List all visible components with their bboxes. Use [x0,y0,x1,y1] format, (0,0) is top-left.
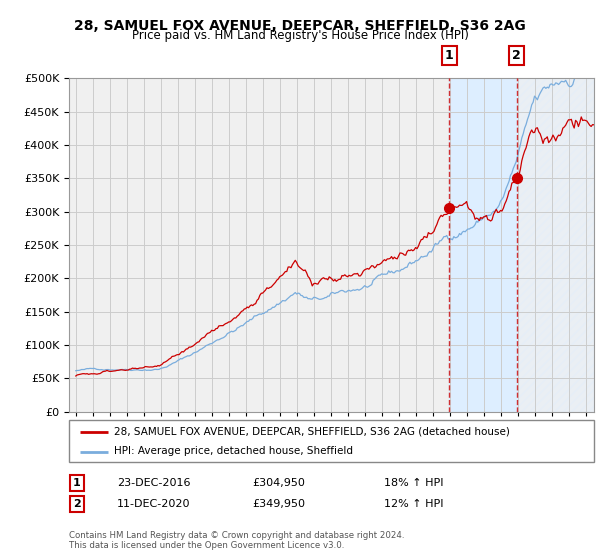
Text: 23-DEC-2016: 23-DEC-2016 [117,478,191,488]
Text: 12% ↑ HPI: 12% ↑ HPI [384,499,443,509]
Text: £349,950: £349,950 [252,499,305,509]
Text: 1: 1 [445,49,454,62]
Text: Contains HM Land Registry data © Crown copyright and database right 2024.
This d: Contains HM Land Registry data © Crown c… [69,530,404,550]
Bar [449,78,517,412]
Text: Price paid vs. HM Land Registry's House Price Index (HPI): Price paid vs. HM Land Registry's House … [131,29,469,42]
Text: £304,950: £304,950 [252,478,305,488]
Text: 2: 2 [512,49,521,62]
Text: 28, SAMUEL FOX AVENUE, DEEPCAR, SHEFFIELD, S36 2AG (detached house): 28, SAMUEL FOX AVENUE, DEEPCAR, SHEFFIEL… [113,427,509,437]
Text: 1: 1 [73,478,80,488]
Text: 18% ↑ HPI: 18% ↑ HPI [384,478,443,488]
Text: 11-DEC-2020: 11-DEC-2020 [117,499,191,509]
Text: 2: 2 [73,499,80,509]
Text: HPI: Average price, detached house, Sheffield: HPI: Average price, detached house, Shef… [113,446,353,456]
Text: 28, SAMUEL FOX AVENUE, DEEPCAR, SHEFFIELD, S36 2AG: 28, SAMUEL FOX AVENUE, DEEPCAR, SHEFFIEL… [74,19,526,33]
Bar [517,78,594,412]
